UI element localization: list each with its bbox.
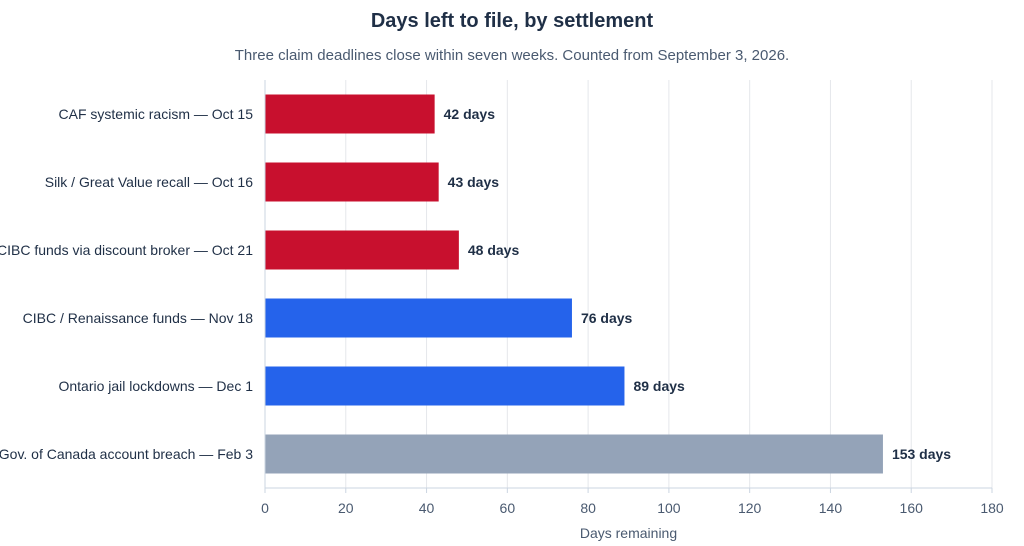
data-label: 42 days: [444, 106, 496, 122]
x-tick-label: 100: [657, 500, 681, 516]
category-label: CIBC / Renaissance funds — Nov 18: [23, 310, 254, 326]
bar: [265, 162, 439, 202]
x-tick-label: 40: [419, 500, 435, 516]
bar: [265, 94, 435, 134]
data-label: 153 days: [892, 446, 951, 462]
x-tick-label: 120: [738, 500, 762, 516]
category-label: Ontario jail lockdowns — Dec 1: [58, 378, 253, 394]
bar: [265, 434, 883, 474]
bar: [265, 298, 572, 338]
x-tick-label: 20: [338, 500, 354, 516]
category-label: CIBC funds via discount broker — Oct 21: [0, 242, 253, 258]
data-label: 89 days: [633, 378, 685, 394]
chart-title: Days left to file, by settlement: [370, 10, 654, 32]
x-tick-label: 160: [900, 500, 924, 516]
x-tick-label: 180: [980, 500, 1004, 516]
category-label: CAF systemic racism — Oct 15: [59, 106, 254, 122]
axes: 0 20 40 60 80 100 120 140 160 180 CAF systemic rac…: [0, 80, 1004, 516]
bar: [265, 366, 625, 406]
bar: [265, 230, 459, 270]
x-axis-title: Days remaining: [580, 525, 677, 541]
data-label: 76 days: [581, 310, 633, 326]
x-tick-label: 0: [261, 500, 269, 516]
data-label: 43 days: [448, 174, 500, 190]
x-tick-label: 60: [500, 500, 516, 516]
gridlines: [345, 80, 993, 488]
x-tick-label: 80: [580, 500, 596, 516]
data-label: 48 days: [468, 242, 520, 258]
x-tick-label: 140: [819, 500, 843, 516]
chart-subtitle: Three claim deadlines close within seven…: [234, 47, 790, 64]
bars: 42 days 43 days 48 days 76 days 89 days 153 d…: [265, 94, 951, 474]
category-label: Silk / Great Value recall — Oct 16: [45, 174, 253, 190]
category-label: Gov. of Canada account breach — Feb 3: [0, 446, 253, 462]
